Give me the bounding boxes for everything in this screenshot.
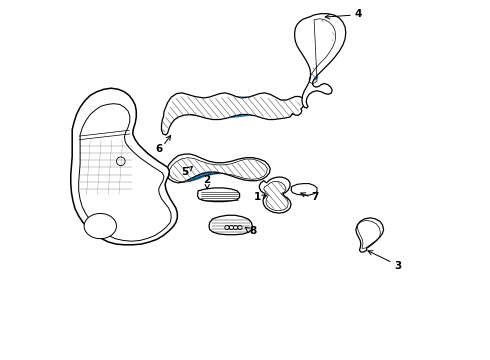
Polygon shape [162, 93, 304, 135]
Text: 1: 1 [254, 192, 261, 202]
Text: 4: 4 [355, 9, 362, 19]
Polygon shape [265, 182, 288, 210]
Text: 6: 6 [155, 144, 162, 154]
Polygon shape [162, 96, 301, 132]
Polygon shape [84, 213, 117, 239]
Polygon shape [356, 218, 384, 252]
Polygon shape [310, 20, 334, 81]
Polygon shape [259, 177, 291, 213]
Text: 2: 2 [203, 175, 211, 185]
Polygon shape [291, 184, 317, 195]
Polygon shape [294, 14, 346, 108]
Text: 3: 3 [394, 261, 402, 271]
Text: 5: 5 [181, 167, 188, 177]
Polygon shape [197, 188, 240, 202]
Text: 7: 7 [312, 192, 319, 202]
Polygon shape [209, 215, 252, 235]
Text: 8: 8 [249, 226, 257, 236]
Polygon shape [71, 88, 177, 245]
Polygon shape [172, 158, 266, 181]
Polygon shape [167, 154, 270, 183]
